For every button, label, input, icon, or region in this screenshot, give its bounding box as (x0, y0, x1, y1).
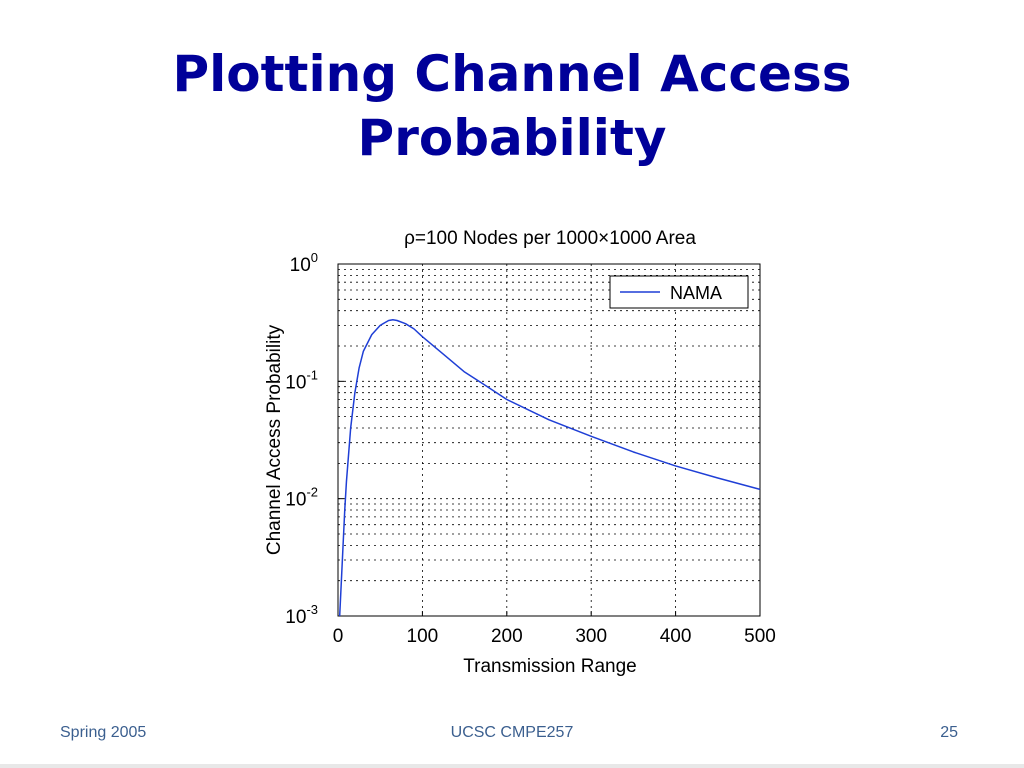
chart-title-part: 1000 Area (609, 228, 696, 249)
x-tick-label: 400 (660, 626, 692, 647)
chart-title-part: =100 Nodes per 1000 (415, 228, 598, 249)
slide-title-line2: Probability (357, 109, 667, 167)
bottom-divider (0, 764, 1024, 768)
y-tick-base: 10 (285, 490, 306, 511)
y-tick-exponent: -2 (306, 485, 318, 500)
y-tick-label: 10-3 (285, 602, 318, 628)
footer-date: Spring 2005 (60, 724, 147, 741)
x-tick-label: 500 (744, 626, 776, 647)
series-layer (338, 318, 761, 617)
y-tick-base: 10 (285, 607, 306, 628)
x-axis-label: Transmission Range (463, 656, 637, 677)
y-tick-exponent: -1 (306, 367, 318, 382)
x-tick-label: 0 (333, 626, 344, 647)
legend-label-nama: NAMA (670, 283, 722, 303)
x-tick-label: 200 (491, 626, 523, 647)
legend: NAMA (609, 275, 749, 309)
y-tick-exponent: -3 (306, 602, 318, 617)
y-tick-base: 10 (290, 255, 311, 276)
y-tick-label: 100 (290, 250, 318, 276)
x-tick-label: 300 (575, 626, 607, 647)
y-tick-label: 10-2 (285, 485, 318, 511)
series-line-nama (338, 318, 761, 617)
chart: ρ=100 Nodes per 1000×1000 Area 0 100 200 30… (264, 228, 776, 677)
plot-frame (337, 263, 761, 617)
y-tick-exponent: 0 (311, 250, 318, 265)
chart-title-times: × (598, 228, 609, 249)
grid (338, 264, 760, 616)
chart-title-rho: ρ (404, 228, 415, 249)
chart-title: ρ=100 Nodes per 1000×1000 Area (404, 228, 696, 249)
slide-number: 25 (940, 724, 958, 741)
x-tick-label: 100 (407, 626, 439, 647)
slide-title: Plotting Channel Access Probability (0, 42, 1024, 170)
footer-course: UCSC CMPE257 (450, 724, 574, 741)
y-tick-base: 10 (285, 372, 306, 393)
y-tick-label: 10-1 (285, 367, 318, 393)
y-axis-label: Channel Access Probability (264, 324, 285, 555)
slide-title-line1: Plotting Channel Access (172, 45, 852, 103)
